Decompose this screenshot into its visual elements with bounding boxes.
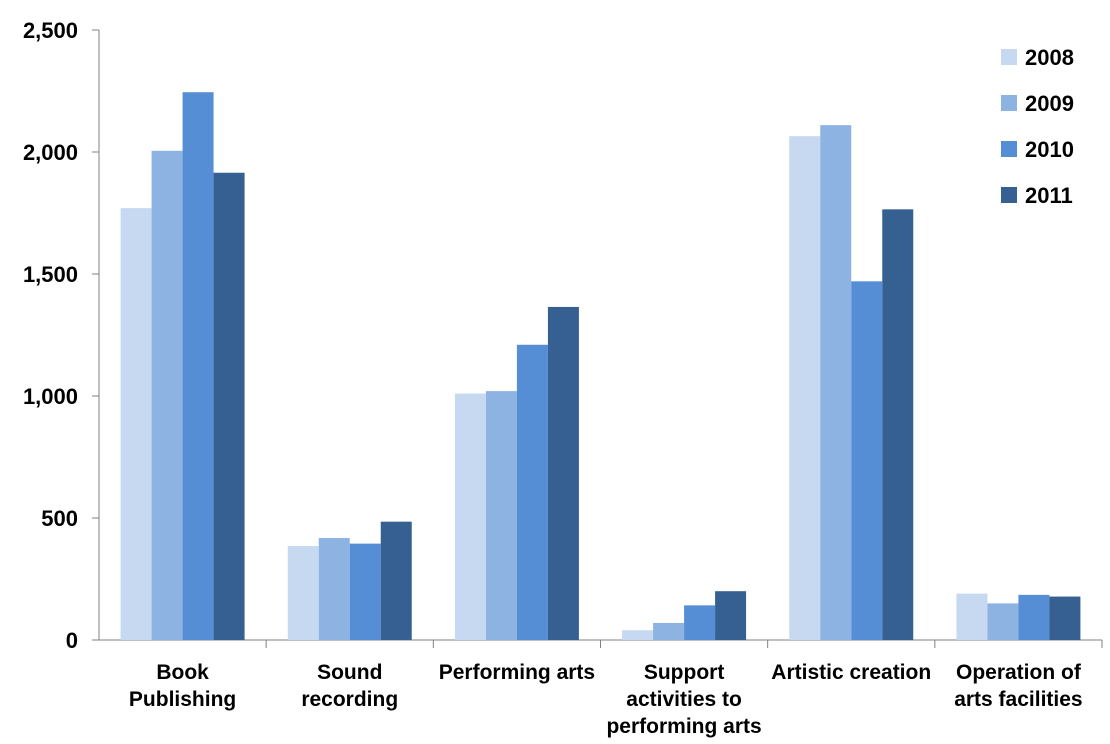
x-category-label-line: Artistic creation	[771, 661, 931, 684]
bar-2009-4	[820, 125, 852, 640]
bar-2010-1	[349, 543, 381, 640]
y-tick-label: 1,000	[23, 384, 78, 409]
bars	[120, 92, 1081, 641]
legend-label-2011: 2011	[1025, 183, 1073, 208]
bar-2009-3	[653, 622, 685, 640]
x-category-label-line: Book	[156, 661, 209, 684]
x-axis: Book Publishing Sound recording Performing a…	[99, 639, 1103, 738]
bar-2011-3	[715, 591, 747, 640]
x-category-label-line: performing arts	[606, 715, 761, 738]
bar-2010-3	[684, 605, 716, 640]
bar-2009-2	[485, 391, 517, 640]
x-category-label-line: recording	[301, 688, 398, 711]
legend-label-2009: 2009	[1025, 91, 1074, 116]
bar-2008-3	[622, 630, 654, 640]
x-category-label-line: activities to	[626, 688, 742, 711]
x-category-label: Operation of arts facilities	[954, 661, 1082, 711]
bar-2011-5	[1049, 596, 1081, 640]
legend: 2008 2009 2010 2011	[1001, 45, 1074, 208]
bar-2011-4	[882, 209, 914, 640]
bar-2008-4	[789, 136, 821, 640]
bar-2009-5	[987, 603, 1019, 640]
legend-label-2008: 2008	[1025, 45, 1074, 70]
bar-2011-0	[213, 172, 245, 641]
legend-swatch-2011	[1001, 187, 1017, 203]
legend-swatch-2009	[1001, 95, 1017, 111]
x-category-label: Book Publishing	[129, 661, 236, 711]
x-category-label-line: Publishing	[129, 688, 236, 711]
legend-swatch-2010	[1001, 141, 1017, 157]
legend-swatch-2008	[1001, 49, 1017, 65]
bar-2008-2	[454, 393, 486, 640]
y-tick-label: 2,500	[23, 18, 78, 43]
x-category-label-line: Sound	[317, 661, 382, 684]
bar-2010-5	[1018, 594, 1050, 640]
x-category-label: Performing arts	[439, 661, 595, 684]
y-tick-label: 0	[66, 628, 78, 653]
x-category-label-line: arts facilities	[954, 688, 1082, 711]
legend-label-2010: 2010	[1025, 137, 1074, 162]
x-category-label-line: Support	[644, 661, 724, 684]
y-axis: 0 500 1,000 1,500 2,000 2,500	[23, 18, 100, 653]
bar-2010-4	[851, 281, 883, 640]
bar-2011-2	[547, 306, 579, 640]
bar-2009-0	[151, 150, 183, 640]
y-tick-label: 1,500	[23, 262, 78, 287]
y-tick-label: 2,000	[23, 140, 78, 165]
bar-2010-0	[182, 92, 214, 641]
x-category-label: Artistic creation	[771, 661, 931, 684]
x-category-label: Support activities to performing arts	[606, 661, 761, 738]
bar-2008-1	[287, 546, 319, 640]
bar-2009-1	[318, 538, 350, 640]
bar-2008-5	[956, 593, 988, 640]
bar-2008-0	[120, 208, 152, 640]
bar-2011-1	[380, 521, 412, 640]
x-category-label-line: Performing arts	[439, 661, 595, 684]
y-tick-label: 500	[41, 506, 78, 531]
x-category-label: Sound recording	[301, 661, 398, 711]
x-category-label-line: Operation of	[956, 661, 1082, 684]
bar-2010-2	[516, 344, 548, 640]
